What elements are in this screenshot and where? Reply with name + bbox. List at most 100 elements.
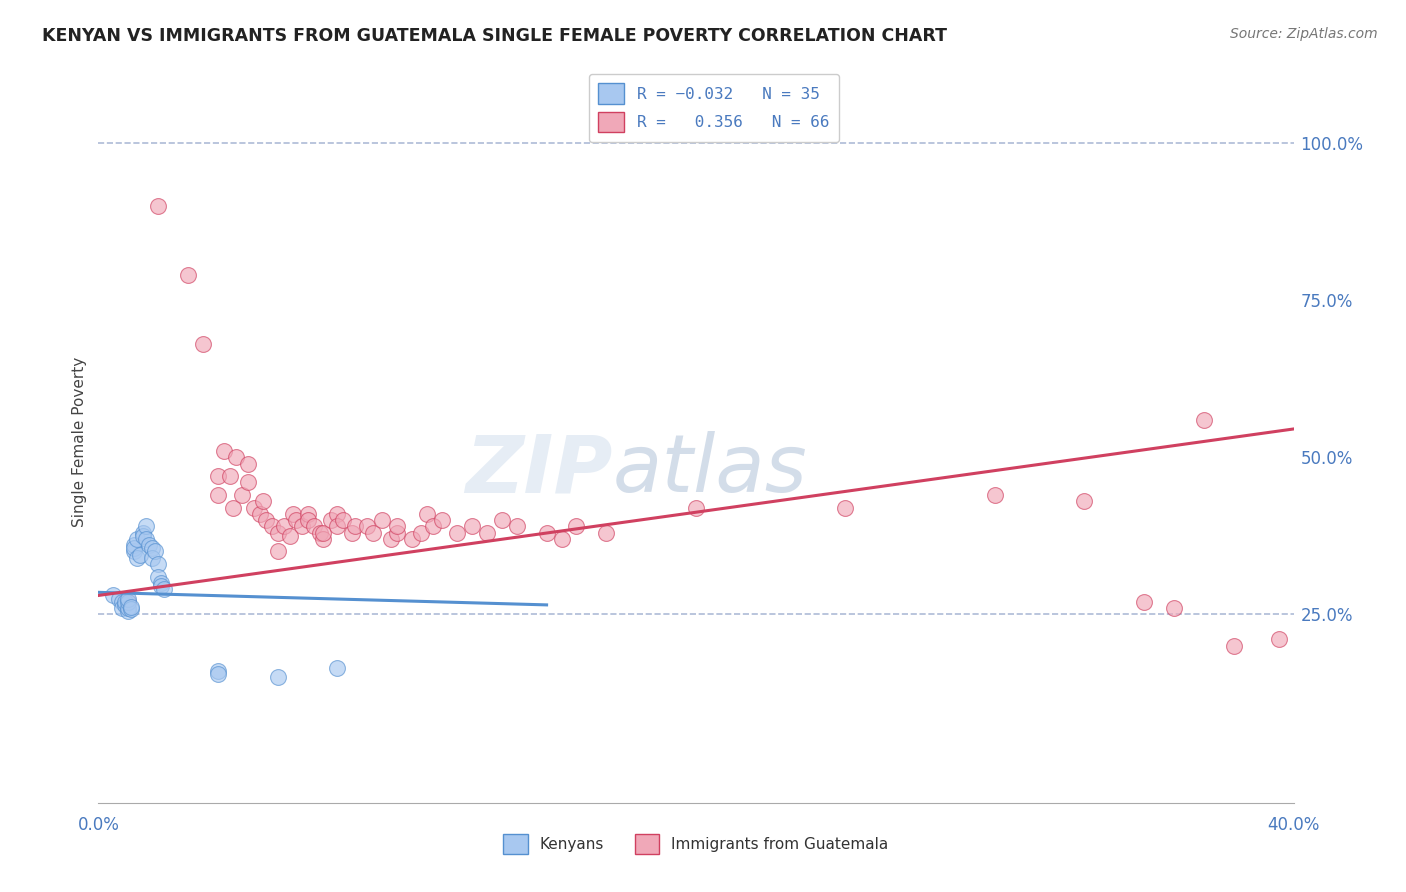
Point [117, 604, 139, 618]
Point [1267, 632, 1289, 647]
Point [117, 595, 139, 609]
Point [321, 513, 343, 527]
Point [1073, 494, 1095, 508]
Point [225, 450, 247, 465]
Point [212, 444, 235, 458]
Point [207, 664, 229, 678]
Point [1163, 601, 1185, 615]
Point [135, 532, 157, 546]
Point [177, 268, 200, 282]
Point [416, 507, 439, 521]
Point [342, 525, 364, 540]
Point [1223, 639, 1246, 653]
Point [124, 538, 146, 552]
Point [550, 532, 572, 546]
Point [380, 532, 402, 546]
Point [117, 601, 139, 615]
Point [356, 519, 378, 533]
Text: ZIP: ZIP [465, 432, 613, 509]
Point [120, 602, 142, 616]
Point [243, 500, 266, 515]
Point [111, 601, 134, 615]
Point [138, 538, 160, 552]
Point [124, 544, 146, 558]
Point [127, 550, 149, 565]
Point [411, 525, 433, 540]
Point [132, 525, 155, 540]
Point [565, 519, 588, 533]
Point [281, 507, 304, 521]
Point [491, 513, 513, 527]
Point [141, 541, 163, 556]
Point [1133, 595, 1156, 609]
Point [236, 475, 259, 490]
Point [685, 500, 707, 515]
Point [120, 599, 142, 614]
Point [297, 513, 319, 527]
Point [284, 513, 307, 527]
Point [191, 337, 214, 351]
Point [108, 591, 131, 606]
Point [117, 591, 139, 606]
Point [475, 525, 498, 540]
Point [332, 513, 354, 527]
Point [219, 469, 242, 483]
Point [273, 519, 295, 533]
Point [267, 670, 290, 684]
Point [311, 532, 333, 546]
Point [124, 541, 146, 556]
Point [236, 457, 259, 471]
Point [461, 519, 484, 533]
Point [222, 500, 245, 515]
Point [326, 519, 349, 533]
Point [114, 598, 136, 612]
Point [103, 589, 125, 603]
Point [984, 488, 1007, 502]
Point [430, 513, 453, 527]
Point [129, 548, 152, 562]
Text: Source: ZipAtlas.com: Source: ZipAtlas.com [1230, 27, 1378, 41]
Point [117, 595, 139, 609]
Point [834, 500, 856, 515]
Point [252, 494, 274, 508]
Text: atlas: atlas [613, 432, 807, 509]
Point [278, 529, 301, 543]
Point [326, 507, 349, 521]
Point [385, 525, 409, 540]
Point [311, 525, 333, 540]
Point [302, 519, 325, 533]
Point [207, 488, 229, 502]
Point [267, 525, 290, 540]
Point [363, 525, 385, 540]
Point [401, 532, 423, 546]
Point [153, 582, 176, 597]
Point [422, 519, 444, 533]
Point [207, 469, 229, 483]
Point [385, 519, 409, 533]
Text: KENYAN VS IMMIGRANTS FROM GUATEMALA SINGLE FEMALE POVERTY CORRELATION CHART: KENYAN VS IMMIGRANTS FROM GUATEMALA SING… [42, 27, 948, 45]
Point [150, 575, 173, 590]
Point [267, 544, 290, 558]
Point [207, 667, 229, 681]
Point [1192, 412, 1215, 426]
Point [326, 661, 349, 675]
Point [344, 519, 367, 533]
Point [114, 595, 136, 609]
Point [231, 488, 253, 502]
Point [297, 507, 319, 521]
Point [135, 519, 157, 533]
Point [260, 519, 283, 533]
Point [536, 525, 558, 540]
Point [127, 532, 149, 546]
Point [143, 544, 166, 558]
Point [308, 525, 330, 540]
Point [150, 579, 173, 593]
Point [249, 507, 271, 521]
Legend: Kenyans, Immigrants from Guatemala: Kenyans, Immigrants from Guatemala [498, 829, 894, 860]
Point [291, 519, 314, 533]
Point [371, 513, 394, 527]
Point [141, 550, 163, 565]
Point [506, 519, 529, 533]
Point [132, 529, 155, 543]
Point [148, 199, 170, 213]
